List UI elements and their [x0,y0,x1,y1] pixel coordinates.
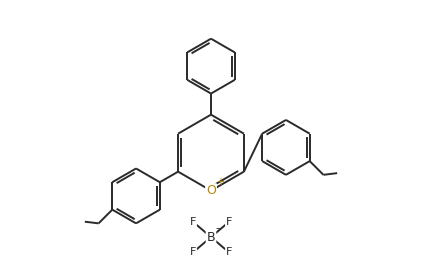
Text: F: F [190,247,196,257]
Text: –: – [216,223,221,233]
Text: F: F [226,247,232,257]
Text: F: F [226,217,232,227]
Text: B: B [207,231,215,244]
Text: F: F [190,217,196,227]
Text: O: O [206,184,216,197]
Text: +: + [216,177,224,187]
